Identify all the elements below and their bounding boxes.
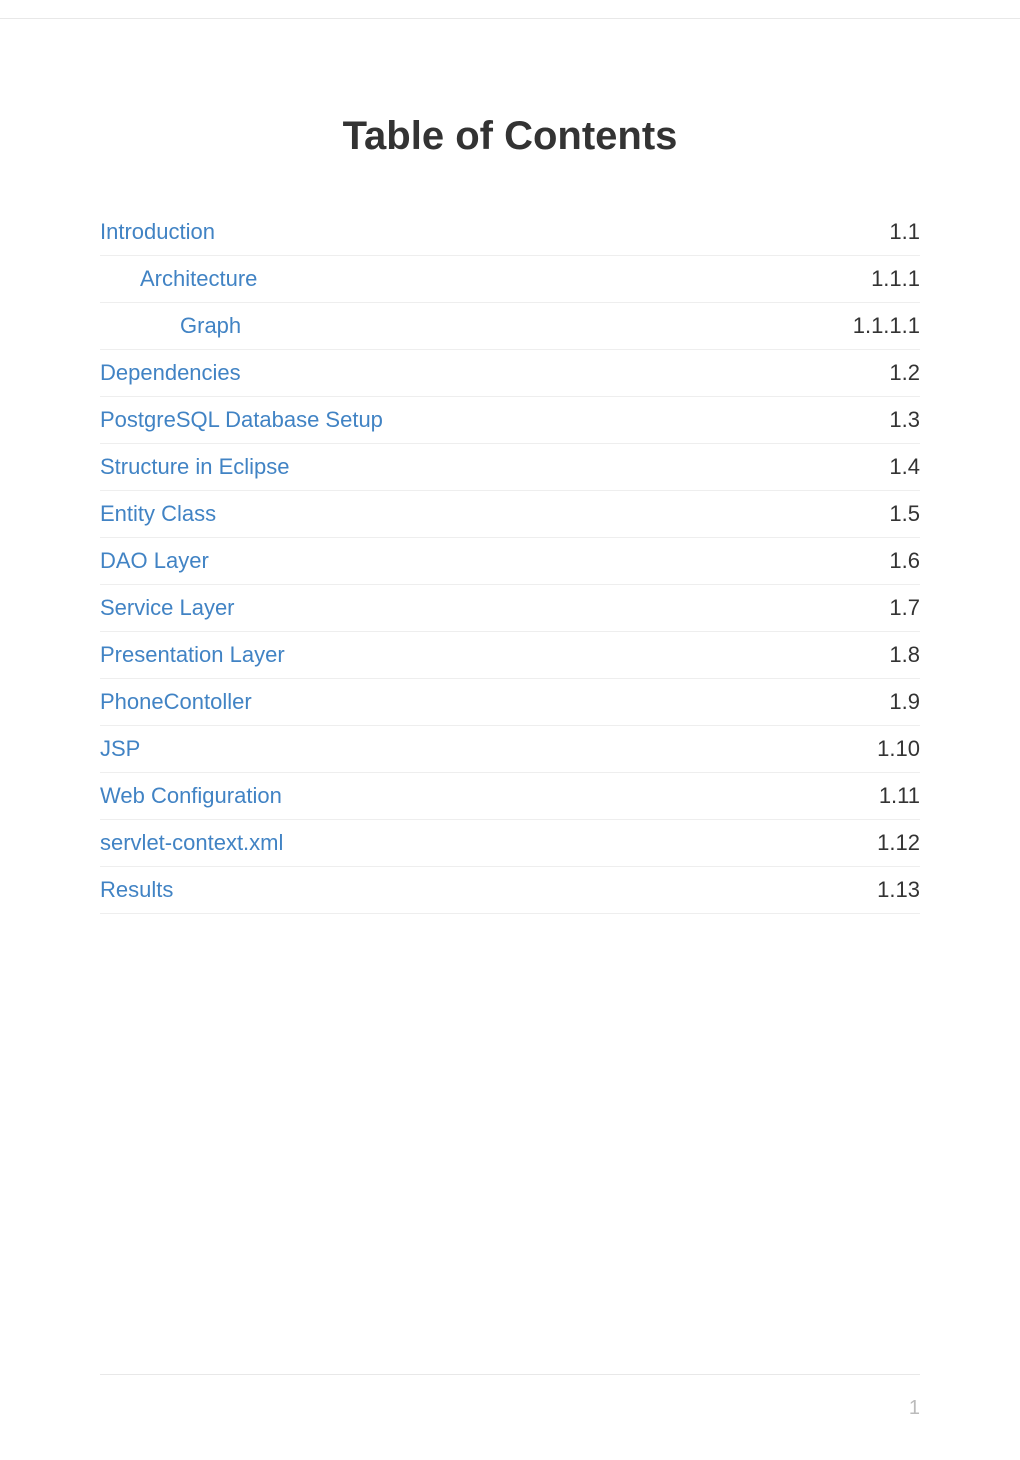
toc-number: 1.13 (877, 877, 920, 903)
toc-link[interactable]: Service Layer (100, 595, 235, 621)
toc-number: 1.1.1.1 (853, 313, 920, 339)
toc-item: Web Configuration 1.11 (100, 773, 920, 820)
toc-number: 1.12 (877, 830, 920, 856)
toc-item: Structure in Eclipse 1.4 (100, 444, 920, 491)
toc-item: Dependencies 1.2 (100, 350, 920, 397)
toc-item: DAO Layer 1.6 (100, 538, 920, 585)
bottom-border (100, 1374, 920, 1375)
toc-link[interactable]: Web Configuration (100, 783, 282, 809)
toc-link[interactable]: Structure in Eclipse (100, 454, 290, 480)
toc-item: PhoneContoller 1.9 (100, 679, 920, 726)
toc-item: Entity Class 1.5 (100, 491, 920, 538)
toc-number: 1.11 (879, 783, 920, 809)
page-container: Table of Contents Introduction 1.1 Archite… (0, 18, 1020, 974)
toc-link[interactable]: Presentation Layer (100, 642, 285, 668)
toc-link[interactable]: servlet-context.xml (100, 830, 283, 856)
toc-number: 1.9 (889, 689, 920, 715)
toc-link[interactable]: PhoneContoller (100, 689, 252, 715)
toc-item: Architecture 1.1.1 (100, 256, 920, 303)
toc-number: 1.6 (889, 548, 920, 574)
toc-item: Service Layer 1.7 (100, 585, 920, 632)
toc-number: 1.1 (889, 219, 920, 245)
toc-number: 1.3 (889, 407, 920, 433)
toc-link[interactable]: Dependencies (100, 360, 241, 386)
toc-item: Presentation Layer 1.8 (100, 632, 920, 679)
toc-link[interactable]: JSP (100, 736, 140, 762)
toc-number: 1.5 (889, 501, 920, 527)
toc-link[interactable]: Graph (180, 313, 241, 339)
toc-list: Introduction 1.1 Architecture 1.1.1 Graph 1.1… (100, 209, 920, 914)
toc-link[interactable]: DAO Layer (100, 548, 209, 574)
toc-link[interactable]: Results (100, 877, 173, 903)
toc-link[interactable]: Entity Class (100, 501, 216, 527)
toc-title: Table of Contents (100, 114, 920, 159)
toc-item: JSP 1.10 (100, 726, 920, 773)
toc-link[interactable]: Architecture (140, 266, 257, 292)
toc-item: servlet-context.xml 1.12 (100, 820, 920, 867)
toc-number: 1.4 (889, 454, 920, 480)
toc-item: Introduction 1.1 (100, 209, 920, 256)
toc-link[interactable]: PostgreSQL Database Setup (100, 407, 383, 433)
toc-number: 1.10 (877, 736, 920, 762)
toc-number: 1.2 (889, 360, 920, 386)
toc-number: 1.8 (889, 642, 920, 668)
toc-item: Results 1.13 (100, 867, 920, 914)
toc-link[interactable]: Introduction (100, 219, 215, 245)
toc-item: Graph 1.1.1.1 (100, 303, 920, 350)
toc-number: 1.1.1 (871, 266, 920, 292)
toc-number: 1.7 (889, 595, 920, 621)
toc-item: PostgreSQL Database Setup 1.3 (100, 397, 920, 444)
page-number: 1 (909, 1397, 920, 1420)
